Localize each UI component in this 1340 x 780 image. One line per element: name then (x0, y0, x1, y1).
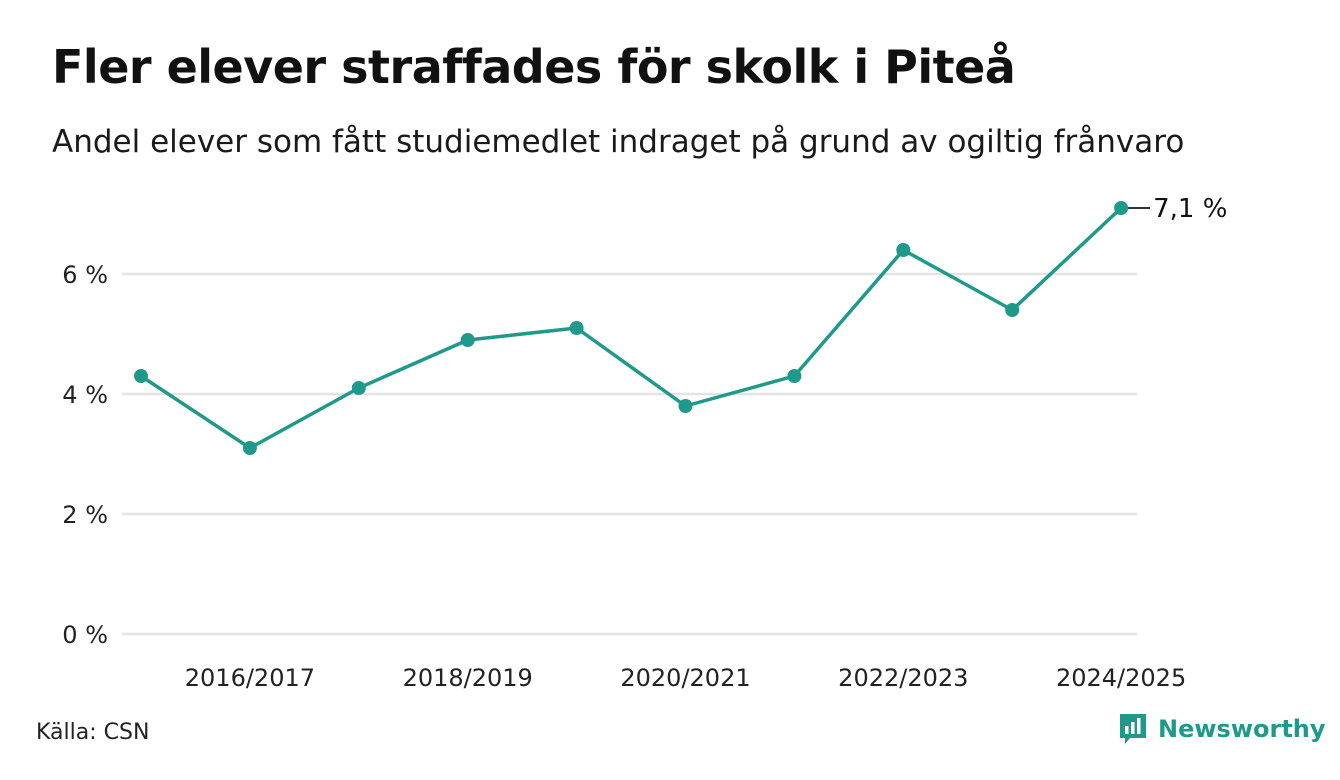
gridlines (122, 272, 1137, 636)
data-point (134, 369, 148, 383)
brand-name: Newsworthy (1158, 715, 1326, 743)
line-chart: 0 % 2 % 4 % 6 % 2016/2017 2018/2019 2020/2021… (62, 194, 1227, 692)
x-tick-label: 2024/2025 (1056, 664, 1186, 692)
x-tick-label: 2022/2023 (838, 664, 968, 692)
data-point (678, 399, 693, 413)
y-tick-label: 0 % (62, 621, 108, 649)
chart-title: Fler elever straffades för skolk i Piteå (52, 40, 1016, 94)
data-point (1005, 303, 1020, 317)
x-tick-label: 2016/2017 (185, 664, 315, 692)
data-point (896, 243, 911, 257)
y-axis-ticks: 0 % 2 % 4 % 6 % (62, 261, 108, 649)
data-point (569, 321, 584, 335)
end-value-label: 7,1 % (1153, 194, 1227, 224)
data-point (242, 441, 257, 455)
x-axis-ticks: 2016/2017 2018/2019 2020/2021 2022/2023 2024… (185, 664, 1186, 692)
data-point (460, 333, 475, 347)
brand: Newsworthy (1118, 712, 1326, 746)
y-tick-label: 4 % (62, 381, 108, 409)
x-tick-label: 2020/2021 (620, 664, 750, 692)
data-point (1114, 201, 1129, 215)
data-labels: 7,1 % (1128, 194, 1227, 224)
series-line (139, 206, 1123, 450)
y-tick-label: 6 % (62, 261, 108, 289)
y-tick-label: 2 % (62, 501, 108, 529)
chart-subtitle: Andel elever som fått studiemedlet indra… (52, 124, 1185, 160)
series (134, 201, 1129, 455)
data-point (787, 369, 802, 383)
data-point (351, 381, 366, 395)
newsworthy-logo-icon (1120, 714, 1146, 744)
source-note: Källa: CSN (36, 720, 150, 745)
x-tick-label: 2018/2019 (403, 664, 533, 692)
